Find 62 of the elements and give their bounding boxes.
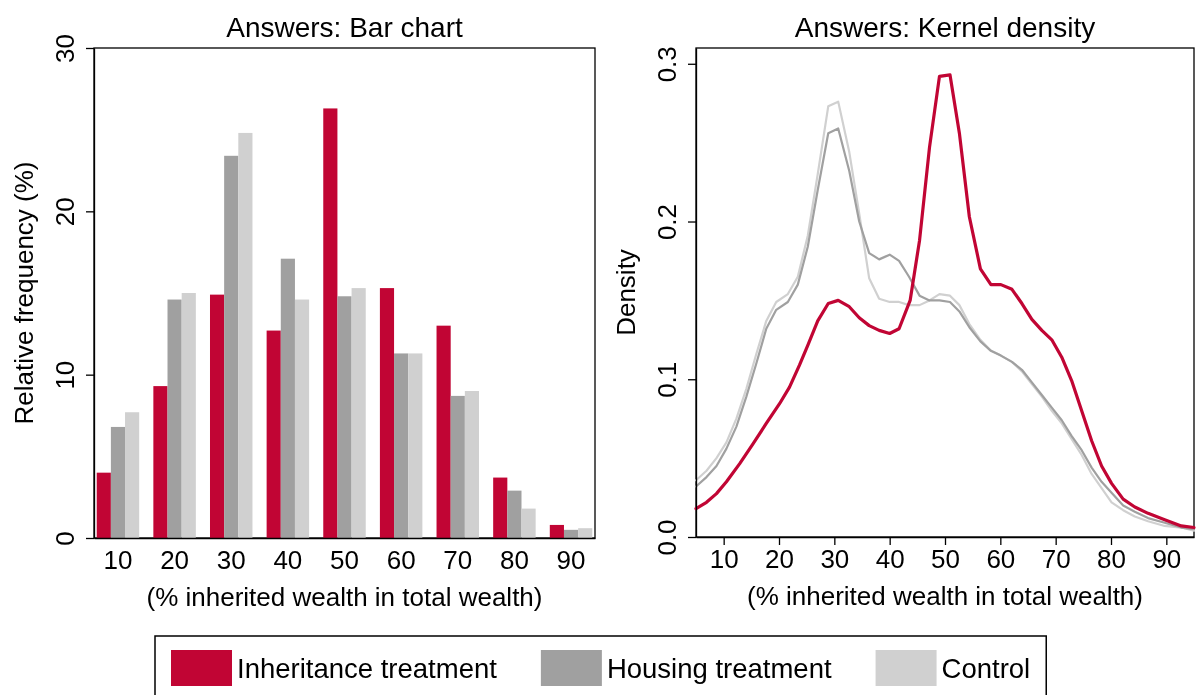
x-tick-label: 10: [103, 545, 133, 576]
bar: [563, 529, 579, 538]
bar: [351, 288, 366, 538]
bar: [408, 353, 423, 538]
bar: [337, 296, 352, 538]
bar: [266, 330, 281, 538]
bar: [280, 258, 295, 538]
legend-label: Inheritance treatment: [237, 653, 498, 684]
x-tick-label: 40: [273, 545, 303, 576]
x-tick-label: 80: [1097, 544, 1126, 575]
bar: [549, 524, 564, 538]
x-tick-label: 30: [820, 544, 850, 575]
y-axis-title: Relative frequency (%): [9, 161, 39, 425]
x-tick-label: 40: [875, 544, 905, 575]
bar: [507, 490, 522, 538]
y-tick-label: 0.0: [652, 519, 682, 556]
x-tick-label: 60: [986, 544, 1016, 575]
bar: [578, 528, 593, 538]
x-tick-label: 90: [556, 545, 586, 576]
bar: [493, 477, 508, 538]
bar: [436, 325, 451, 538]
bar: [394, 353, 409, 538]
bar: [238, 132, 253, 538]
y-tick-label: 0.1: [652, 361, 682, 398]
bar: [209, 294, 225, 538]
x-axis-title: (% inherited wealth in total wealth): [747, 581, 1143, 611]
bar: [110, 426, 126, 538]
bar: [153, 386, 168, 538]
bar: [96, 472, 111, 538]
legend-label: Control: [941, 653, 1031, 684]
y-axis-title: Density: [611, 249, 641, 336]
x-tick-label: 70: [443, 545, 473, 576]
x-tick-label: 70: [1041, 544, 1071, 575]
bar: [379, 288, 395, 538]
x-tick-label: 50: [931, 544, 960, 575]
x-tick-label: 30: [216, 545, 246, 576]
bar: [521, 508, 536, 538]
bar: [450, 395, 465, 538]
y-tick-label: 10: [50, 360, 80, 390]
bar: [125, 412, 140, 538]
legend-label: Housing treatment: [606, 653, 832, 684]
x-axis-title: (% inherited wealth in total wealth): [146, 582, 543, 612]
y-tick-label: 20: [50, 197, 80, 227]
x-tick-label: 60: [386, 545, 416, 576]
x-tick-label: 20: [160, 545, 190, 576]
bar: [294, 299, 310, 538]
chart-title: Answers: Bar chart: [226, 12, 463, 43]
bar: [181, 293, 196, 538]
y-tick-label: 0: [50, 531, 80, 546]
x-tick-label: 20: [765, 544, 794, 575]
x-tick-label: 80: [499, 545, 529, 576]
x-tick-label: 10: [709, 544, 739, 575]
bar: [167, 299, 182, 538]
bar: [224, 155, 239, 538]
x-tick-label: 50: [330, 545, 359, 576]
y-tick-label: 30: [50, 34, 80, 63]
bar: [323, 108, 338, 538]
bar: [464, 391, 480, 538]
chart-title: Answers: Kernel density: [794, 12, 1096, 43]
y-tick-label: 0.2: [652, 203, 682, 241]
x-tick-label: 90: [1152, 544, 1182, 575]
y-tick-label: 0.3: [652, 46, 682, 83]
